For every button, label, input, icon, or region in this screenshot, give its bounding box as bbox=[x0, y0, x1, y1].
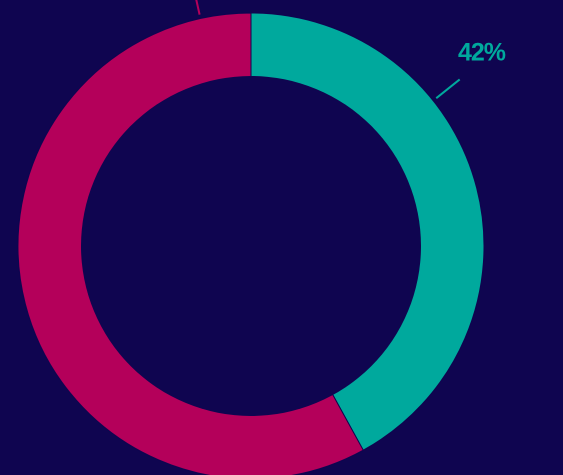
leader-lines bbox=[195, 0, 461, 99]
donut-hole bbox=[81, 76, 421, 416]
leader-line-42pct bbox=[435, 78, 461, 99]
slice-labels: 42%58% bbox=[458, 38, 507, 66]
slice-label-42pct: 42% bbox=[458, 38, 506, 66]
leader-line-58pct bbox=[195, 0, 201, 15]
